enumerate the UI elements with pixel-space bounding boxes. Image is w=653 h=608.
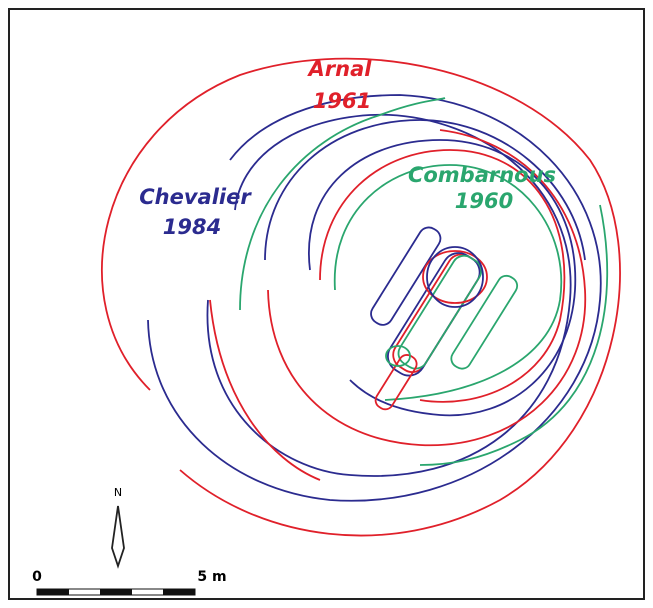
arnal-left (209, 299, 321, 481)
slab (374, 354, 418, 411)
combarnous-right (419, 204, 609, 466)
slab (450, 274, 519, 370)
cap (426, 246, 484, 308)
outlines (101, 57, 621, 537)
combarnous-outer (239, 97, 446, 311)
chevalier-top (264, 119, 586, 261)
label-year: 1984 (163, 215, 221, 239)
post (385, 345, 411, 367)
chevalier-mid (206, 113, 572, 477)
arnal-outer (101, 57, 621, 537)
label-year: 1960 (455, 189, 513, 213)
chevalier-inner (308, 139, 577, 417)
label-name: Arnal (307, 57, 373, 81)
scale-end: 5 m (197, 569, 226, 585)
frame (8, 8, 645, 600)
north-arrow: N (111, 486, 125, 569)
slab (370, 226, 442, 326)
slab (397, 254, 483, 370)
scale-bar: 0 5 m (32, 569, 227, 596)
combarnous-core (333, 164, 563, 401)
north-label: N (114, 486, 122, 499)
cap (422, 250, 488, 304)
arnal-inner (267, 129, 587, 447)
label-year: 1961 (313, 89, 371, 113)
label-name: Chevalier (139, 185, 252, 209)
chevalier-outer (147, 94, 602, 502)
arnal-core (319, 149, 566, 403)
scale-start: 0 (32, 569, 42, 585)
label-name: Combarnous (408, 163, 556, 187)
